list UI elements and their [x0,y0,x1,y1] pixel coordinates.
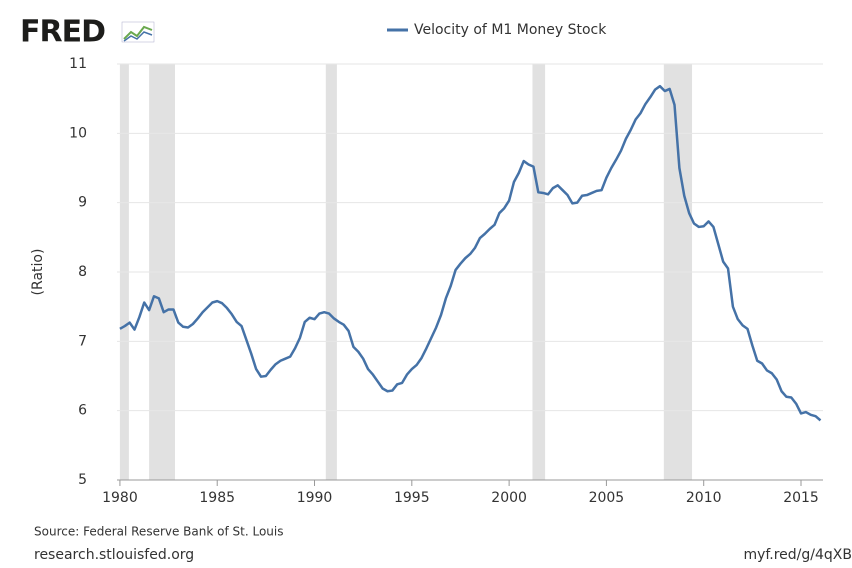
legend-label: Velocity of M1 Money Stock [414,22,607,38]
y-tick-label: 11 [69,56,87,72]
y-tick-label: 7 [78,333,87,349]
x-tick-label: 2005 [589,490,625,506]
y-axis-label: (Ratio) [30,249,46,296]
y-tick-label: 10 [69,125,87,141]
y-tick-label: 9 [78,195,87,211]
x-tick-label: 1980 [102,490,138,506]
x-tick-label: 2015 [783,490,819,506]
x-tick-label: 2010 [686,490,722,506]
source-note: Source: Federal Reserve Bank of St. Loui… [34,525,283,539]
y-tick-label: 5 [78,472,87,488]
y-tick-label: 8 [78,264,87,280]
x-tick-label: 1995 [394,490,430,506]
logo: FRED [20,15,105,50]
y-tick-label: 6 [78,403,87,419]
x-tick-label: 2000 [491,490,527,506]
logo-icon [121,21,155,43]
data-line [119,84,822,422]
site-link: research.stlouisfed.org [34,547,194,563]
short-link: myf.red/g/4qXB [743,547,852,563]
x-tick-label: 1990 [297,490,333,506]
x-tick-label: 1985 [199,490,235,506]
